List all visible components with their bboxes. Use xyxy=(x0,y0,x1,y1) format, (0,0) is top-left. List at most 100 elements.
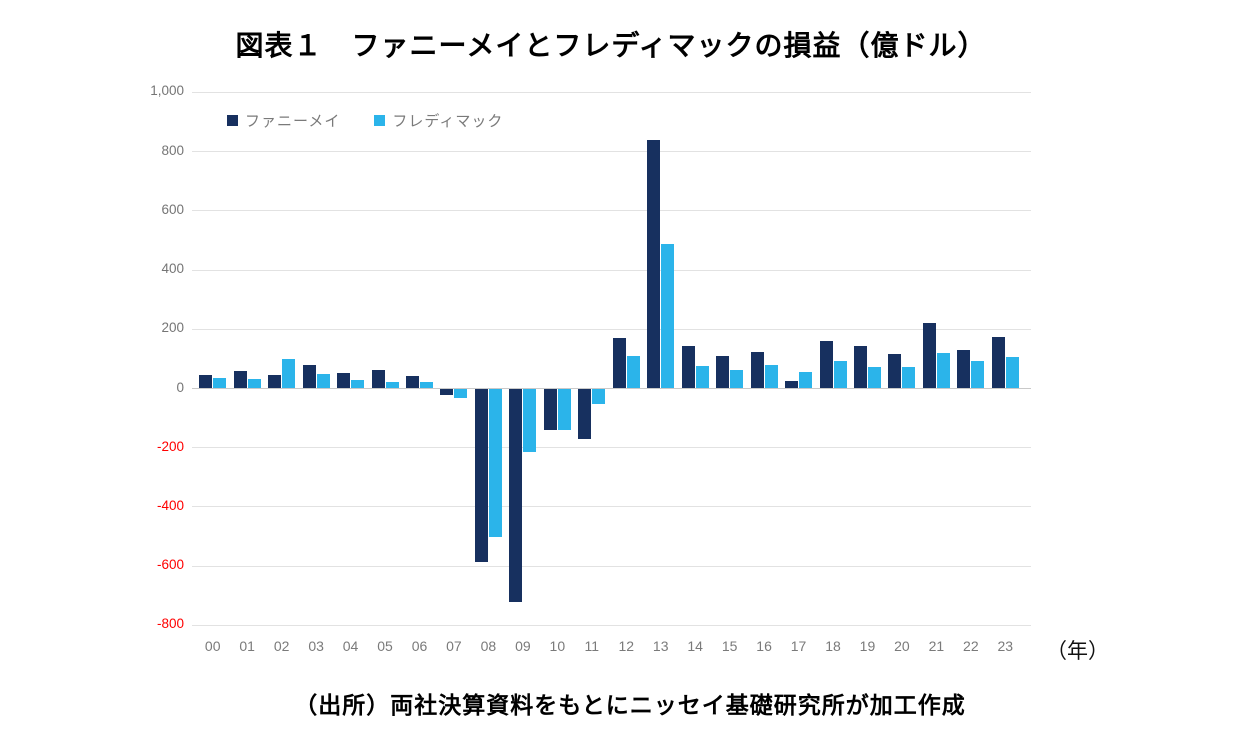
bar-fannie-02 xyxy=(268,374,282,389)
y-axis-tick-label: -200 xyxy=(156,438,184,454)
x-axis-year-label: 09 xyxy=(515,638,531,654)
y-axis-tick-label: 400 xyxy=(161,261,184,277)
bar-freddie-00 xyxy=(213,377,227,389)
x-axis-year-label: 00 xyxy=(204,638,221,654)
gridline xyxy=(192,91,1031,93)
y-axis-tick-label: -400 xyxy=(156,497,184,513)
x-axis-year-label: 07 xyxy=(446,638,462,654)
x-axis-year-label: 08 xyxy=(480,638,497,654)
x-axis-year-label: 18 xyxy=(825,638,841,654)
y-axis-tick-label: 600 xyxy=(161,201,184,217)
gridline xyxy=(192,210,1031,212)
x-axis-year-label: 17 xyxy=(790,638,807,654)
y-axis-tick-label: 1,000 xyxy=(150,83,184,99)
legend-label-fannie-mae: ファニーメイ xyxy=(245,113,341,130)
bar-fannie-13 xyxy=(647,139,661,389)
bar-freddie-19 xyxy=(867,367,881,389)
x-axis-year-label: 04 xyxy=(342,638,359,654)
x-axis-year-label: 15 xyxy=(721,638,738,654)
bar-fannie-16 xyxy=(750,352,764,389)
bar-fannie-01 xyxy=(233,371,247,389)
bar-freddie-02 xyxy=(282,358,296,389)
bar-fannie-12 xyxy=(612,337,626,389)
bar-freddie-15 xyxy=(730,369,744,389)
x-axis-year-label: 11 xyxy=(584,638,600,654)
legend-item-fannie-mae: ファニーメイ xyxy=(227,110,340,131)
bar-fannie-15 xyxy=(716,355,730,389)
y-axis-tick-label: -600 xyxy=(156,557,184,573)
bar-freddie-22 xyxy=(971,360,985,389)
y-axis-tick-label: 0 xyxy=(176,379,184,395)
chart-legend: ファニーメイ フレディマック xyxy=(227,110,503,131)
legend-item-freddie-mac: フレディマック xyxy=(374,110,503,131)
bar-fannie-20 xyxy=(888,353,902,389)
bar-fannie-08 xyxy=(474,388,488,563)
bar-freddie-06 xyxy=(419,381,433,389)
bar-fannie-07 xyxy=(440,388,454,395)
bar-freddie-12 xyxy=(626,355,640,389)
bar-fannie-21 xyxy=(922,322,936,389)
bar-freddie-23 xyxy=(1005,357,1019,389)
gridline xyxy=(192,151,1031,153)
bar-freddie-16 xyxy=(764,365,778,389)
y-axis-tick-label: -800 xyxy=(156,616,184,632)
x-axis-year-label: 10 xyxy=(549,638,566,654)
bar-freddie-05 xyxy=(385,382,399,389)
gridline xyxy=(192,565,1031,567)
bar-fannie-04 xyxy=(337,372,351,389)
x-axis-year-label: 19 xyxy=(859,638,876,654)
bar-freddie-07 xyxy=(454,388,468,398)
bar-fannie-18 xyxy=(819,341,833,389)
x-axis-year-label: 12 xyxy=(618,638,635,654)
x-axis-year-label: 02 xyxy=(273,638,290,654)
bar-fannie-06 xyxy=(405,376,419,389)
bar-freddie-21 xyxy=(936,352,950,389)
fannie-mae-swatch-icon xyxy=(227,115,238,126)
x-axis-unit-label: （年） xyxy=(1046,640,1109,663)
gridline xyxy=(192,328,1031,330)
gridline xyxy=(192,506,1031,508)
x-axis-year-label: 06 xyxy=(411,638,428,654)
bar-fannie-00 xyxy=(199,375,213,389)
legend-label-freddie-mac: フレディマック xyxy=(392,113,504,130)
x-axis-year-label: 05 xyxy=(377,638,393,654)
bar-fannie-22 xyxy=(957,350,971,389)
bar-fannie-09 xyxy=(509,388,523,602)
bar-fannie-10 xyxy=(543,388,557,430)
x-axis-year-label: 22 xyxy=(963,638,979,654)
gridline xyxy=(192,447,1031,449)
x-axis-year-label: 03 xyxy=(308,638,324,654)
bar-freddie-13 xyxy=(661,244,675,389)
bar-freddie-14 xyxy=(695,365,709,389)
bar-freddie-18 xyxy=(833,361,847,389)
bar-freddie-09 xyxy=(523,388,537,453)
chart-title: 図表１ ファニーメイとフレディマックの損益（億ドル） xyxy=(235,30,987,61)
gridline xyxy=(192,388,1031,389)
bar-fannie-19 xyxy=(853,346,867,389)
bar-fannie-05 xyxy=(371,369,385,389)
x-axis-year-label: 21 xyxy=(928,638,945,654)
bar-freddie-11 xyxy=(592,388,606,405)
x-axis-year-label: 13 xyxy=(652,638,669,654)
bar-freddie-08 xyxy=(488,388,502,537)
bar-fannie-11 xyxy=(578,388,592,439)
bar-fannie-17 xyxy=(785,381,799,389)
freddie-mac-swatch-icon xyxy=(374,115,386,126)
x-axis-year-label: 20 xyxy=(894,638,910,654)
source-note: （出所）両社決算資料をもとにニッセイ基礎研究所が加工作成 xyxy=(294,692,966,718)
bar-freddie-10 xyxy=(557,388,571,430)
gridline xyxy=(192,269,1031,271)
bar-fannie-03 xyxy=(302,364,316,389)
x-axis-year-label: 16 xyxy=(756,638,772,654)
bar-freddie-01 xyxy=(247,379,261,389)
y-axis-tick-label: 200 xyxy=(161,320,184,336)
bar-freddie-20 xyxy=(902,366,916,389)
gridline xyxy=(192,624,1031,626)
bar-freddie-17 xyxy=(799,371,813,389)
bar-freddie-04 xyxy=(351,379,365,389)
bar-fannie-23 xyxy=(991,336,1005,389)
y-axis-tick-label: 800 xyxy=(161,142,184,158)
x-axis-year-label: 01 xyxy=(239,638,255,654)
bar-fannie-14 xyxy=(681,346,695,389)
